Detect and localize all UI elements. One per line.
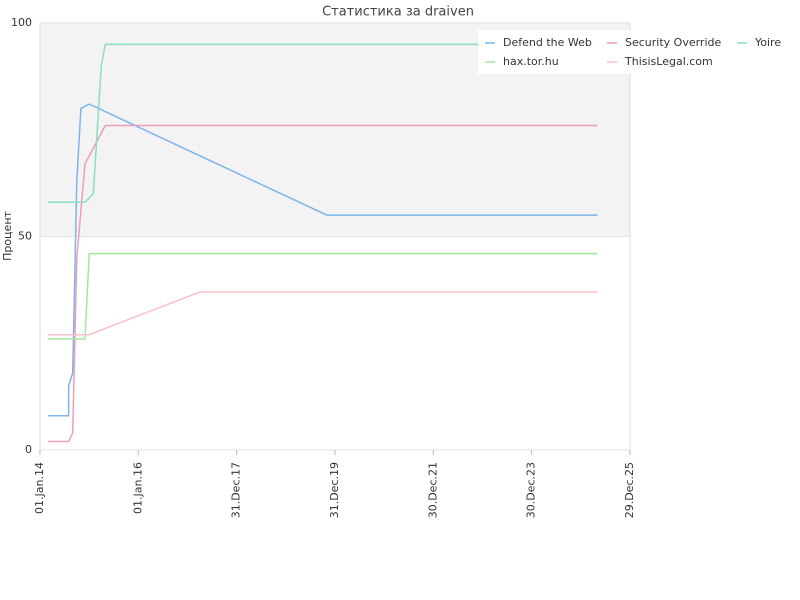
x-tick-label: 29.Dec.25 — [623, 462, 636, 518]
legend-label: Yoire — [754, 36, 781, 49]
x-tick-label: 01.Jan.16 — [131, 462, 144, 514]
x-tick-label: 30.Dec.23 — [525, 462, 538, 518]
y-tick-label: 100 — [11, 16, 32, 29]
series-line — [47, 124, 598, 443]
y-tick-label: 50 — [18, 230, 32, 243]
legend-box — [478, 30, 798, 74]
y-axis-label: Процент — [1, 210, 14, 260]
series-line — [47, 291, 598, 336]
legend-label: hax.tor.hu — [503, 55, 559, 68]
x-tick-label: 31.Dec.19 — [328, 462, 341, 518]
chart-title: Статистика за draiven — [322, 5, 474, 20]
series-line — [47, 43, 598, 204]
x-tick-label: 31.Dec.17 — [230, 462, 243, 518]
series-line — [47, 103, 598, 417]
legend-label: ThisisLegal.com — [624, 55, 713, 68]
series-line — [47, 252, 598, 340]
y-tick-label: 0 — [25, 443, 32, 456]
x-tick-label: 30.Dec.21 — [426, 462, 439, 518]
x-tick-label: 01.Jan.14 — [33, 462, 46, 514]
legend-label: Security Override — [625, 36, 721, 49]
legend-label: Defend the Web — [503, 36, 592, 49]
